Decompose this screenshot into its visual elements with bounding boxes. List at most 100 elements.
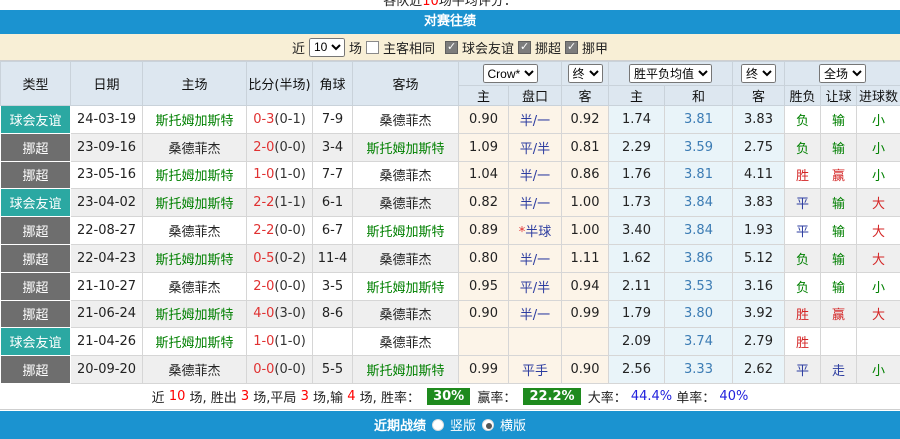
h2h-table: 类型 日期 主场 比分(半场) 角球 客场 Crow* 终 胜平负均值 终 全场… <box>0 61 900 384</box>
cell-handicap-result: 走 <box>821 356 857 384</box>
text-segment: 44.4% <box>631 389 672 404</box>
handicap-value: 平/半 <box>520 281 550 296</box>
cell-corners: 6-1 <box>313 189 353 217</box>
cell-odds-home: 0.82 <box>459 189 509 217</box>
handicap-value: 半/一 <box>520 169 550 184</box>
cell-avg-away: 3.83 <box>733 189 785 217</box>
cell-odds-home: 0.89 <box>459 217 509 245</box>
cell-result: 负 <box>785 133 821 161</box>
handicap-value: 平/半 <box>520 142 550 157</box>
cell-handicap-result: 输 <box>821 272 857 300</box>
cell-avg-away: 1.93 <box>733 217 785 245</box>
cell-avg-away: 4.11 <box>733 161 785 189</box>
cell-score: 4-0(3-0) <box>247 300 313 328</box>
score-halftime: (0-0) <box>274 279 305 294</box>
cell-away-team: 桑德菲杰 <box>353 106 459 134</box>
cell-result: 负 <box>785 106 821 134</box>
cell-corners: 7-9 <box>313 106 353 134</box>
cell-match-type: 挪超 <box>1 300 71 328</box>
cell-score: 0-5(0-2) <box>247 244 313 272</box>
cell-odds-away: 0.92 <box>562 106 609 134</box>
vertical-layout-radio[interactable] <box>432 419 444 431</box>
cell-avg-home: 2.56 <box>609 356 665 384</box>
score-halftime: (0-0) <box>274 223 305 238</box>
cell-handicap-result: 输 <box>821 244 857 272</box>
score-halftime: (0-1) <box>274 112 305 127</box>
cell-avg-away: 2.75 <box>733 133 785 161</box>
cell-corners: 5-5 <box>313 356 353 384</box>
cell-match-type: 挪超 <box>1 133 71 161</box>
league-eliteserien-checkbox[interactable] <box>518 41 531 54</box>
horizontal-layout-radio[interactable] <box>482 419 494 431</box>
filter-bar: 近 10 场 主客相同 球会友谊 挪超 挪甲 <box>0 34 900 61</box>
cell-avg-home: 1.62 <box>609 244 665 272</box>
subheader-odds-handicap: 盘口 <box>509 86 562 106</box>
cell-avg-draw: 3.81 <box>665 106 733 134</box>
cell-away-team: 桑德菲杰 <box>353 328 459 356</box>
score-fulltime: 1-0 <box>253 167 274 182</box>
cell-handicap-result: 赢 <box>821 161 857 189</box>
cell-date: 22-04-23 <box>71 244 143 272</box>
text-segment: 大率： <box>584 387 631 406</box>
odds-final-select[interactable]: 终 <box>568 64 603 83</box>
league-obos-checkbox[interactable] <box>565 41 578 54</box>
cell-handicap: 平/半 <box>509 272 562 300</box>
cell-odds-away: 0.99 <box>562 300 609 328</box>
cell-home-team: 斯托姆加斯特 <box>143 244 247 272</box>
avg-final-select[interactable]: 终 <box>741 64 776 83</box>
text-segment: 30% <box>427 388 470 405</box>
cell-away-team: 斯托姆加斯特 <box>353 356 459 384</box>
cell-avg-draw: 3.84 <box>665 217 733 245</box>
score-fulltime: 2-2 <box>253 195 274 210</box>
cell-corners: 3-5 <box>313 272 353 300</box>
cell-odds-away: 0.94 <box>562 272 609 300</box>
handicap-value: 半球 <box>525 225 551 240</box>
subheader-avg-home: 主 <box>609 86 665 106</box>
cell-handicap-result: 输 <box>821 133 857 161</box>
col-header-date: 日期 <box>71 62 143 106</box>
section-title-bar: 对赛往绩 <box>0 10 900 34</box>
cell-handicap: 平手 <box>509 356 562 384</box>
cell-result: 负 <box>785 244 821 272</box>
score-halftime: (0-0) <box>274 362 305 377</box>
table-row: 挪超 22-08-27 桑德菲杰 2-2(0-0) 6-7 斯托姆加斯特 0.8… <box>1 217 900 245</box>
cell-match-type: 挪超 <box>1 161 71 189</box>
cell-odds-home: 1.04 <box>459 161 509 189</box>
cell-handicap: 半/一 <box>509 300 562 328</box>
avg-select[interactable]: 胜平负均值 <box>629 64 712 83</box>
cell-result: 胜 <box>785 161 821 189</box>
cell-handicap-result: 输 <box>821 189 857 217</box>
same-venue-checkbox[interactable] <box>366 41 379 54</box>
cell-date: 23-04-02 <box>71 189 143 217</box>
scope-select[interactable]: 全场 <box>819 64 866 83</box>
cell-avg-home: 2.29 <box>609 133 665 161</box>
score-halftime: (1-1) <box>274 195 305 210</box>
summary-bar: 近 10 场, 胜出 3 场,平局 3 场,输 4 场, 胜率： 30% 赢率：… <box>0 384 900 410</box>
cell-home-team: 桑德菲杰 <box>143 217 247 245</box>
cell-score: 2-0(0-0) <box>247 272 313 300</box>
cell-score: 0-3(0-1) <box>247 106 313 134</box>
cell-goals: 大 <box>857 244 900 272</box>
cell-score: 0-0(0-0) <box>247 356 313 384</box>
cell-odds-away: 1.11 <box>562 244 609 272</box>
col-header-away: 客场 <box>353 62 459 106</box>
horizontal-layout-label: 横版 <box>500 415 526 434</box>
cell-avg-away: 2.79 <box>733 328 785 356</box>
handicap-value: 平手 <box>522 364 548 379</box>
score-fulltime: 2-0 <box>253 279 274 294</box>
match-count-select[interactable]: 10 <box>309 38 345 57</box>
cell-away-team: 斯托姆加斯特 <box>353 272 459 300</box>
col-header-type: 类型 <box>1 62 71 106</box>
cell-handicap-result: 赢 <box>821 300 857 328</box>
bookmaker-select[interactable]: Crow* <box>483 64 538 83</box>
cell-odds-away: 0.86 <box>562 161 609 189</box>
score-halftime: (0-0) <box>274 140 305 155</box>
cell-avg-away: 3.16 <box>733 272 785 300</box>
subheader-result: 胜负 <box>785 86 821 106</box>
league-friendly-checkbox[interactable] <box>445 41 458 54</box>
cell-away-team: 桑德菲杰 <box>353 189 459 217</box>
near-label: 近 <box>292 38 305 57</box>
cell-result: 胜 <box>785 328 821 356</box>
cell-corners: 3-4 <box>313 133 353 161</box>
score-halftime: (1-0) <box>274 334 305 349</box>
